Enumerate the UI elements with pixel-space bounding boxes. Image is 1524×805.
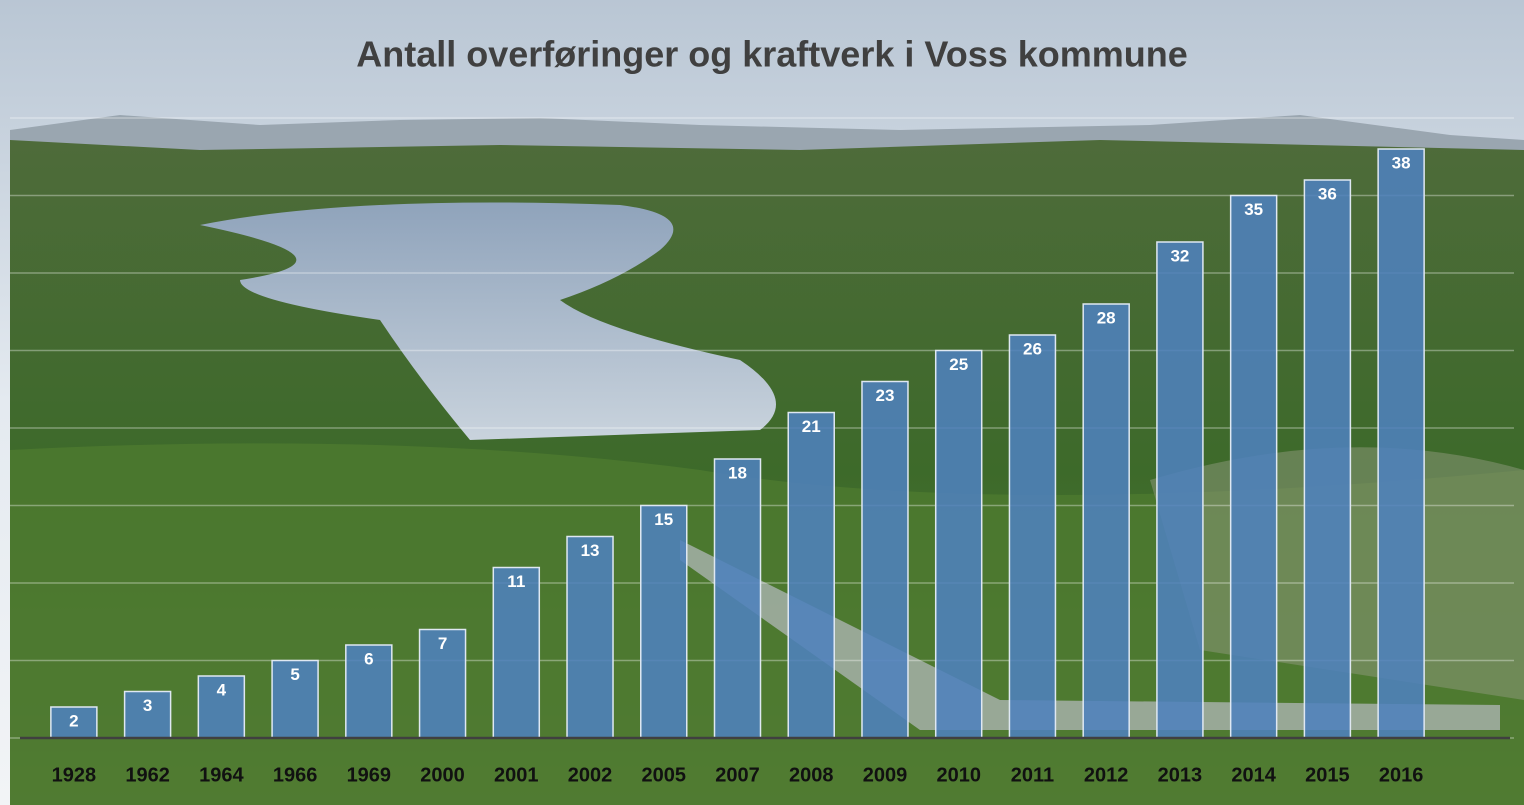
x-tick-label: 2000	[420, 764, 465, 786]
bar	[715, 459, 761, 738]
bar	[641, 506, 687, 739]
x-tick-label: 2005	[642, 764, 687, 786]
x-tick-label: 2007	[715, 764, 760, 786]
page: {"chart_data": {"type": "bar", "title": …	[0, 0, 1524, 805]
x-tick-label: 2009	[863, 764, 908, 786]
value-label: 6	[364, 649, 373, 668]
bar	[1304, 180, 1350, 738]
chart-title: Antall overføringer og kraftverk i Voss …	[356, 34, 1188, 75]
value-label: 2	[69, 711, 78, 730]
value-label: 28	[1097, 308, 1116, 327]
bar	[936, 351, 982, 739]
value-label: 15	[654, 510, 673, 529]
value-label: 32	[1170, 246, 1189, 265]
value-label: 26	[1023, 339, 1042, 358]
x-tick-label: 1969	[347, 764, 392, 786]
bar	[493, 568, 539, 739]
x-tick-label: 2002	[568, 764, 613, 786]
bar	[1009, 335, 1055, 738]
x-tick-label: 1964	[199, 764, 244, 786]
value-label: 7	[438, 634, 447, 653]
x-tick-label: 2013	[1158, 764, 1203, 786]
x-tick-label: 2014	[1231, 764, 1276, 786]
bar	[862, 382, 908, 739]
value-label: 4	[217, 680, 227, 699]
bar	[1231, 196, 1277, 739]
value-label: 11	[507, 572, 525, 591]
bar	[788, 413, 834, 739]
value-label: 3	[143, 696, 152, 715]
value-label: 35	[1244, 200, 1263, 219]
x-tick-label: 2015	[1305, 764, 1350, 786]
x-tick-label: 1962	[125, 764, 170, 786]
bar	[1378, 149, 1424, 738]
value-label: 23	[876, 386, 895, 405]
x-tick-label: 2012	[1084, 764, 1129, 786]
value-label: 38	[1392, 153, 1411, 172]
bar	[567, 537, 613, 739]
x-tick-label: 2010	[936, 764, 981, 786]
value-label: 5	[290, 665, 299, 684]
x-tick-label: 1966	[273, 764, 318, 786]
bar	[1157, 242, 1203, 738]
x-tick-label: 2011	[1011, 764, 1054, 786]
bar	[1083, 304, 1129, 738]
value-label: 18	[728, 463, 747, 482]
x-tick-label: 2001	[494, 764, 539, 786]
value-label: 25	[949, 355, 968, 374]
x-tick-label: 2008	[789, 764, 834, 786]
value-label: 36	[1318, 184, 1337, 203]
value-label: 13	[581, 541, 600, 560]
x-tick-label: 1928	[52, 764, 97, 786]
x-tick-label: 2016	[1379, 764, 1424, 786]
chart: Antall overføringer og kraftverk i Voss …	[0, 0, 1524, 805]
value-label: 21	[802, 417, 821, 436]
